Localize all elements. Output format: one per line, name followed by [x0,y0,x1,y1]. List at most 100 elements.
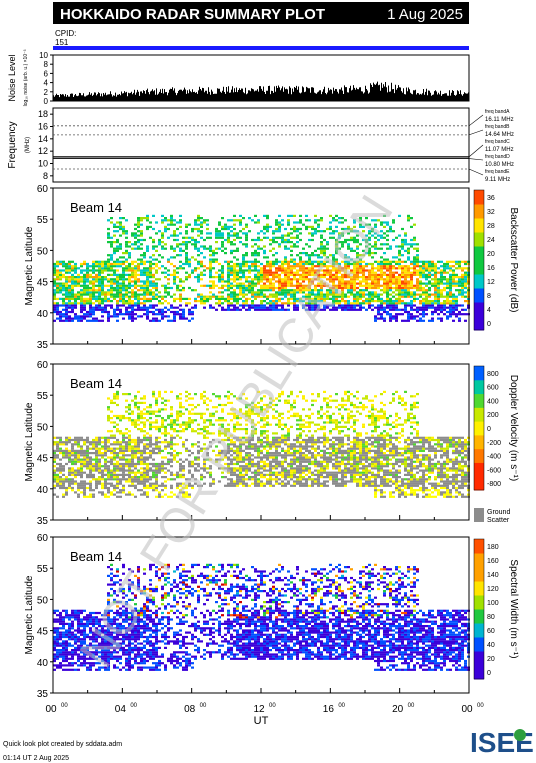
scatter-cell [110,447,113,450]
scatter-cell [86,315,89,318]
scatter-cell [452,297,455,300]
scatter-cell [194,297,197,300]
scatter-cell [239,445,242,448]
scatter-cell [323,269,326,272]
scatter-cell [116,225,119,228]
scatter-cell [275,482,278,485]
scatter-cell [95,469,98,472]
scatter-cell [416,306,419,309]
scatter-cell [224,462,227,466]
scatter-cell [329,278,332,281]
scatter-cell [269,471,272,474]
scatter-cell [284,276,287,279]
scatter-cell [452,293,455,296]
scatter-cell [368,282,371,285]
scatter-cell [212,306,215,309]
scatter-cell [368,291,371,294]
scatter-cell [143,449,146,452]
scatter-cell [206,403,209,407]
scatter-cell [128,445,131,448]
scatter-cell [233,273,236,276]
scatter-cell [326,284,329,287]
scatter-cell [350,289,353,292]
scatter-cell [224,403,227,407]
scatter-cell [287,269,290,272]
scatter-cell [260,460,263,463]
scatter-cell [398,214,401,217]
scatter-cell [332,297,335,300]
scatter-cell [221,280,224,283]
scatter-cell [251,295,254,298]
scatter-cell [155,478,158,481]
colorbar-segment [474,274,484,289]
scatter-cell [353,269,356,272]
scatter-cell [182,469,185,472]
scatter-cell [371,300,374,303]
scatter-cell [224,252,227,255]
scatter-cell [386,284,389,287]
scatter-cell [359,306,362,309]
scatter-cell [380,236,383,239]
scatter-cell [281,241,284,244]
scatter-cell [143,456,146,459]
scatter-cell [380,267,383,270]
scatter-cell [119,225,122,228]
scatter-cell [380,315,383,318]
scatter-cell [74,269,77,272]
scatter-cell [221,225,224,228]
scatter-cell [86,310,89,314]
scatter-cell [143,300,146,303]
scatter-cell [143,434,146,437]
scatter-cell [62,313,65,316]
scatter-cell [308,295,311,298]
scatter-cell [263,267,266,270]
scatter-cell [185,486,188,490]
scatter-cell [299,214,302,217]
scatter-cell [416,256,419,259]
scatter-cell [74,443,77,446]
scatter-cell [71,438,74,442]
scatter-cell [257,484,260,487]
scatter-cell [320,252,323,255]
scatter-cell [395,304,398,307]
scatter-cell [200,300,203,303]
scatter-cell [356,295,359,298]
scatter-cell [107,297,110,300]
scatter-cell [212,482,215,485]
scatter-cell [209,247,212,250]
scatter-cell [266,403,269,407]
scatter-cell [260,238,263,242]
scatter-cell [245,419,248,422]
scatter-cell [230,454,233,457]
scatter-cell [209,245,212,248]
scatter-cell [302,300,305,303]
scatter-cell [353,249,356,252]
scatter-cell [197,260,200,263]
scatter-cell [293,297,296,300]
scatter-cell [422,265,425,268]
scatter-cell [95,445,98,448]
scatter-cell [290,214,293,217]
scatter-cell [149,469,152,472]
scatter-cell [113,289,116,292]
scatter-cell [92,280,95,283]
scatter-cell [257,306,260,309]
scatter-cell [134,317,137,320]
scatter-cell [143,438,146,442]
scatter-cell [269,447,272,450]
scatter-cell [422,276,425,279]
scatter-cell [284,267,287,270]
scatter-cell [110,241,113,244]
scatter-cell [239,284,242,287]
scatter-cell [227,282,230,285]
scatter-cell [260,432,263,435]
scatter-cell [221,306,224,309]
scatter-cell [134,441,137,444]
scatter-cell [65,456,68,459]
scatter-cell [68,473,71,476]
scatter-cell [113,425,116,428]
scatter-cell [140,421,143,424]
scatter-cell [107,447,110,450]
scatter-cell [365,245,368,248]
scatter-cell [407,276,410,279]
